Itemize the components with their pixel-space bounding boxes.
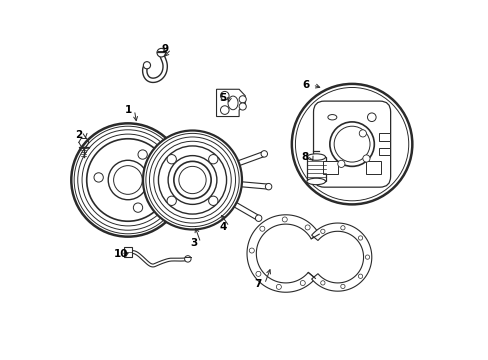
Circle shape (145, 134, 239, 226)
Circle shape (220, 106, 228, 114)
Ellipse shape (227, 96, 238, 110)
Circle shape (296, 89, 407, 200)
Text: 4: 4 (219, 222, 226, 231)
Circle shape (340, 226, 345, 230)
Circle shape (249, 248, 254, 253)
Polygon shape (216, 89, 244, 117)
Circle shape (220, 91, 228, 100)
Circle shape (295, 87, 408, 201)
Circle shape (367, 113, 375, 122)
Circle shape (255, 271, 261, 276)
Circle shape (74, 126, 182, 234)
Circle shape (337, 160, 344, 167)
Text: 2: 2 (75, 130, 82, 140)
Circle shape (184, 256, 191, 262)
Circle shape (158, 146, 226, 214)
Circle shape (108, 160, 147, 200)
Polygon shape (311, 223, 371, 291)
Bar (378, 148, 389, 155)
Circle shape (168, 156, 217, 204)
Circle shape (142, 131, 242, 229)
Circle shape (167, 196, 176, 206)
Circle shape (291, 84, 411, 204)
Bar (322, 161, 338, 174)
Circle shape (157, 48, 165, 57)
Circle shape (167, 154, 176, 164)
Polygon shape (246, 215, 319, 292)
Circle shape (82, 134, 174, 226)
Text: 6: 6 (302, 80, 309, 90)
Text: 3: 3 (190, 238, 198, 248)
Circle shape (340, 284, 345, 289)
Circle shape (153, 141, 231, 219)
Circle shape (329, 122, 373, 166)
Circle shape (149, 137, 235, 223)
Circle shape (259, 226, 264, 231)
Circle shape (300, 280, 305, 285)
Bar (378, 134, 389, 140)
Ellipse shape (306, 154, 325, 160)
Circle shape (138, 150, 147, 159)
Text: 1: 1 (124, 105, 131, 115)
Circle shape (239, 103, 246, 110)
Circle shape (282, 217, 286, 222)
Circle shape (113, 166, 142, 194)
Circle shape (333, 126, 369, 162)
Circle shape (174, 161, 211, 199)
Circle shape (358, 274, 362, 278)
Bar (365, 161, 381, 174)
Circle shape (276, 284, 281, 289)
Circle shape (143, 62, 150, 69)
Bar (123, 247, 131, 257)
Circle shape (94, 173, 103, 182)
Text: 7: 7 (254, 279, 261, 289)
Circle shape (255, 215, 262, 221)
Text: 9: 9 (161, 44, 168, 54)
Ellipse shape (306, 178, 325, 185)
Circle shape (239, 96, 246, 103)
Circle shape (265, 184, 271, 190)
Circle shape (78, 130, 178, 230)
Circle shape (365, 255, 369, 259)
Text: 5: 5 (219, 93, 226, 103)
Circle shape (358, 236, 362, 240)
Text: 10: 10 (113, 248, 128, 258)
Circle shape (320, 229, 325, 234)
Circle shape (133, 203, 142, 212)
Circle shape (320, 281, 325, 285)
Circle shape (86, 139, 169, 221)
Circle shape (179, 166, 206, 194)
Circle shape (305, 225, 309, 230)
Circle shape (208, 196, 218, 206)
FancyBboxPatch shape (313, 101, 390, 187)
Circle shape (362, 155, 369, 162)
Circle shape (208, 154, 218, 164)
Bar (306, 157, 325, 181)
Ellipse shape (327, 114, 336, 120)
Circle shape (71, 123, 184, 237)
Text: 8: 8 (301, 152, 308, 162)
Circle shape (261, 150, 267, 157)
Circle shape (359, 130, 366, 137)
